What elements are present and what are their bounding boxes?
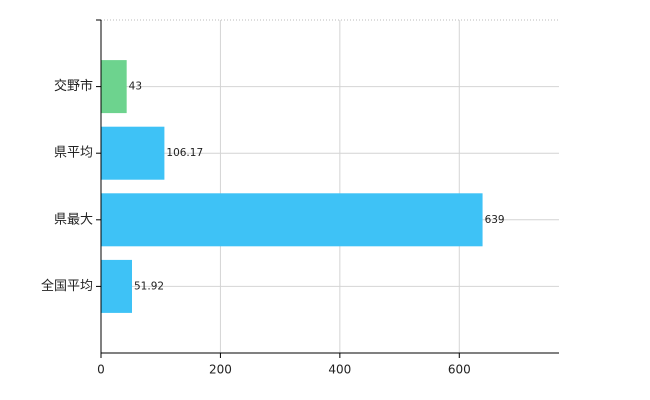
x-tick-label: 600 (448, 363, 471, 377)
x-tick-label: 200 (209, 363, 232, 377)
bar (101, 193, 483, 247)
bar (101, 126, 165, 180)
value-label: 51.92 (134, 280, 164, 292)
y-tick-label: 県最大 (54, 212, 93, 227)
x-tick-label: 400 (328, 363, 351, 377)
y-tick-label: 県平均 (54, 146, 93, 161)
y-tick-label: 交野市 (54, 78, 93, 94)
value-label: 106.17 (166, 147, 203, 159)
bar (101, 60, 127, 114)
y-tick-label: 全国平均 (41, 278, 93, 294)
x-tick-label: 0 (97, 363, 105, 377)
value-label: 43 (129, 81, 142, 93)
value-label: 639 (485, 214, 505, 226)
bar (101, 259, 133, 313)
